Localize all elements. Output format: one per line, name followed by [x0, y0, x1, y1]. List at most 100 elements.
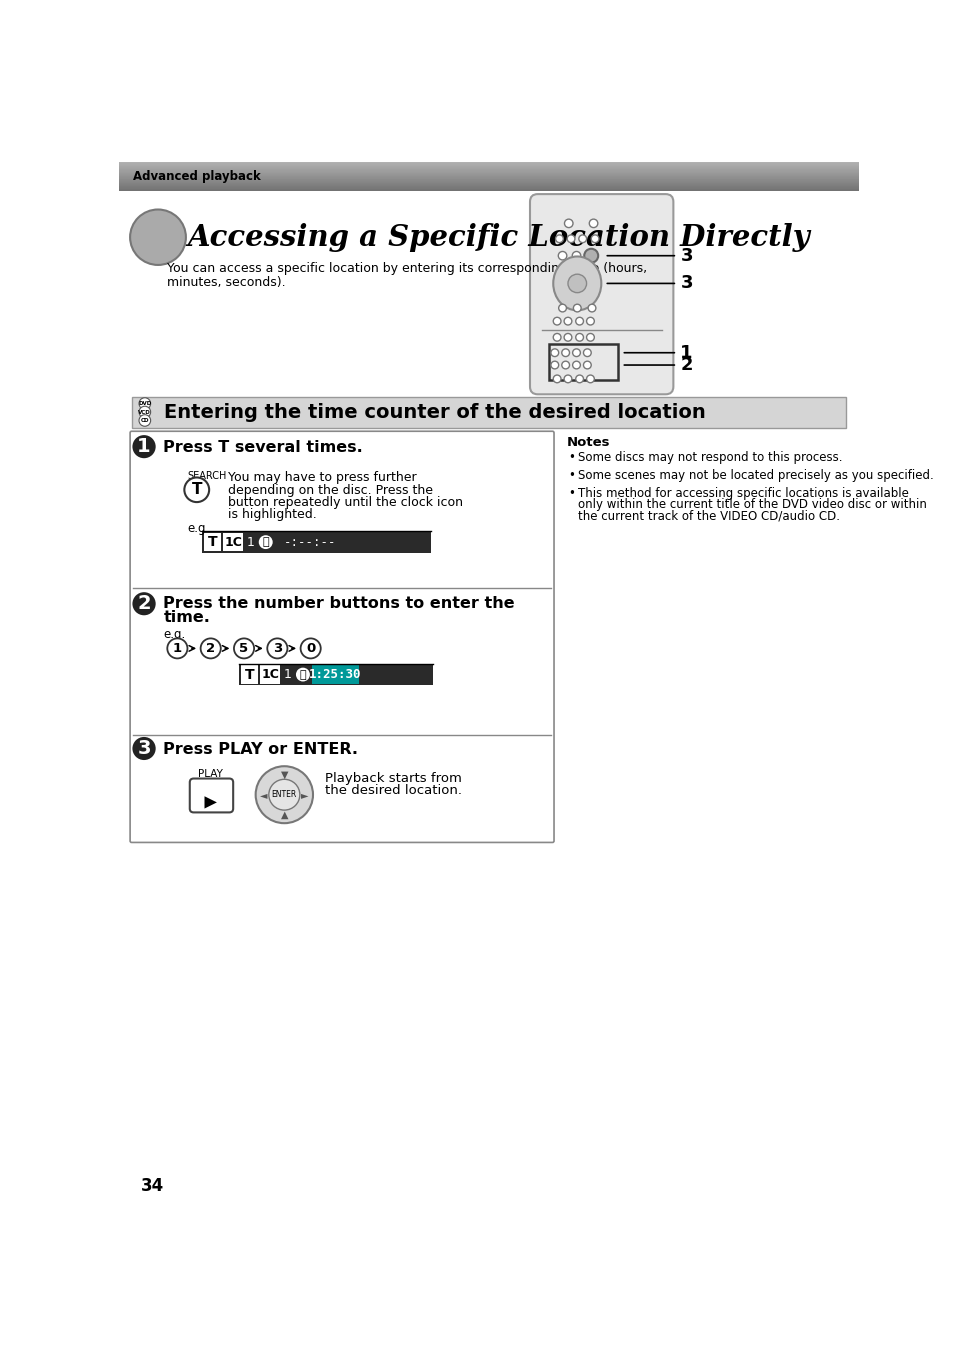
Text: Advanced playback: Advanced playback: [133, 170, 261, 183]
Text: Notes: Notes: [567, 435, 610, 449]
Text: 34: 34: [141, 1177, 164, 1194]
Text: ◄: ◄: [260, 790, 268, 799]
Text: 2: 2: [206, 642, 215, 655]
Text: This method for accessing specific locations is available: This method for accessing specific locat…: [578, 487, 908, 500]
Text: button repeatedly until the clock icon: button repeatedly until the clock icon: [228, 496, 462, 510]
Circle shape: [233, 639, 253, 658]
Text: ►: ►: [300, 790, 308, 799]
Text: 1: 1: [679, 344, 692, 361]
Circle shape: [184, 477, 209, 501]
Text: Press the number buttons to enter the: Press the number buttons to enter the: [163, 596, 515, 611]
Text: 5: 5: [239, 642, 249, 655]
Text: e.g.: e.g.: [187, 522, 210, 535]
Text: Entering the time counter of the desired location: Entering the time counter of the desired…: [164, 403, 705, 422]
Circle shape: [555, 235, 562, 243]
Circle shape: [567, 274, 586, 293]
Circle shape: [573, 305, 580, 311]
Text: •: •: [568, 469, 575, 483]
Circle shape: [586, 375, 594, 383]
Circle shape: [550, 349, 558, 357]
Circle shape: [132, 737, 155, 760]
Circle shape: [132, 435, 155, 458]
Circle shape: [553, 317, 560, 325]
Circle shape: [583, 349, 591, 357]
Circle shape: [553, 333, 560, 341]
Text: time.: time.: [163, 609, 210, 625]
Circle shape: [572, 252, 580, 260]
Text: Some discs may not respond to this process.: Some discs may not respond to this proce…: [578, 452, 841, 464]
Ellipse shape: [255, 766, 313, 824]
Text: ENTER: ENTER: [272, 790, 296, 799]
Circle shape: [575, 333, 583, 341]
Text: 1:25:30: 1:25:30: [309, 669, 361, 681]
Text: •: •: [568, 487, 575, 500]
Circle shape: [139, 398, 151, 410]
Ellipse shape: [130, 209, 186, 266]
Text: 1: 1: [283, 669, 291, 681]
Text: -:--:--: -:--:--: [283, 535, 335, 549]
Text: 3: 3: [137, 739, 151, 758]
Circle shape: [583, 361, 591, 369]
Circle shape: [572, 361, 579, 369]
Circle shape: [132, 592, 155, 615]
Circle shape: [267, 639, 287, 658]
Text: 2: 2: [137, 594, 151, 613]
Circle shape: [295, 667, 310, 682]
Circle shape: [269, 779, 299, 810]
Bar: [312, 666, 358, 683]
Text: Playback starts from: Playback starts from: [324, 771, 461, 785]
Circle shape: [563, 375, 571, 383]
Ellipse shape: [553, 256, 600, 310]
Circle shape: [575, 317, 583, 325]
Text: Press PLAY or ENTER.: Press PLAY or ENTER.: [163, 743, 358, 758]
Bar: [548, 344, 618, 380]
Circle shape: [575, 375, 583, 383]
Text: 1C: 1C: [261, 669, 279, 681]
Circle shape: [564, 220, 573, 228]
Text: 3: 3: [679, 275, 692, 293]
Bar: [260, 666, 280, 683]
Bar: [132, 398, 845, 429]
Circle shape: [589, 220, 598, 228]
Text: T: T: [207, 535, 217, 549]
FancyBboxPatch shape: [130, 431, 554, 842]
Bar: [241, 666, 257, 683]
Text: 3: 3: [679, 247, 692, 264]
Bar: [202, 531, 431, 553]
Text: e.g.: e.g.: [163, 628, 186, 642]
Circle shape: [578, 235, 586, 243]
Text: depending on the disc. Press the: depending on the disc. Press the: [228, 484, 433, 496]
Polygon shape: [204, 797, 216, 809]
Text: SEARCH: SEARCH: [187, 472, 227, 481]
Circle shape: [553, 375, 560, 383]
Text: Some scenes may not be located precisely as you specified.: Some scenes may not be located precisely…: [578, 469, 933, 483]
Text: only within the current title of the DVD video disc or within: only within the current title of the DVD…: [578, 499, 926, 511]
Text: the desired location.: the desired location.: [324, 785, 461, 797]
FancyBboxPatch shape: [190, 779, 233, 813]
Circle shape: [563, 317, 571, 325]
Circle shape: [586, 317, 594, 325]
Circle shape: [558, 305, 566, 311]
Circle shape: [139, 415, 151, 426]
Circle shape: [567, 235, 575, 243]
Text: ▼: ▼: [280, 770, 288, 779]
Text: CD: CD: [140, 418, 149, 423]
Text: is highlighted.: is highlighted.: [228, 508, 316, 522]
Text: PLAY: PLAY: [198, 768, 223, 779]
Text: ⌛: ⌛: [262, 537, 269, 547]
Circle shape: [572, 349, 579, 357]
Text: ▲: ▲: [280, 810, 288, 820]
Text: •: •: [568, 452, 575, 464]
Bar: [239, 663, 433, 685]
Circle shape: [587, 305, 596, 311]
Text: 0: 0: [306, 642, 315, 655]
Circle shape: [258, 535, 273, 549]
Circle shape: [561, 349, 569, 357]
Circle shape: [200, 639, 220, 658]
Text: 1C: 1C: [224, 535, 242, 549]
Text: You can access a specific location by entering its corresponding time (hours,: You can access a specific location by en…: [167, 262, 647, 275]
Circle shape: [591, 235, 598, 243]
Text: 2: 2: [679, 356, 692, 373]
Text: 3: 3: [273, 642, 282, 655]
Circle shape: [550, 361, 558, 369]
